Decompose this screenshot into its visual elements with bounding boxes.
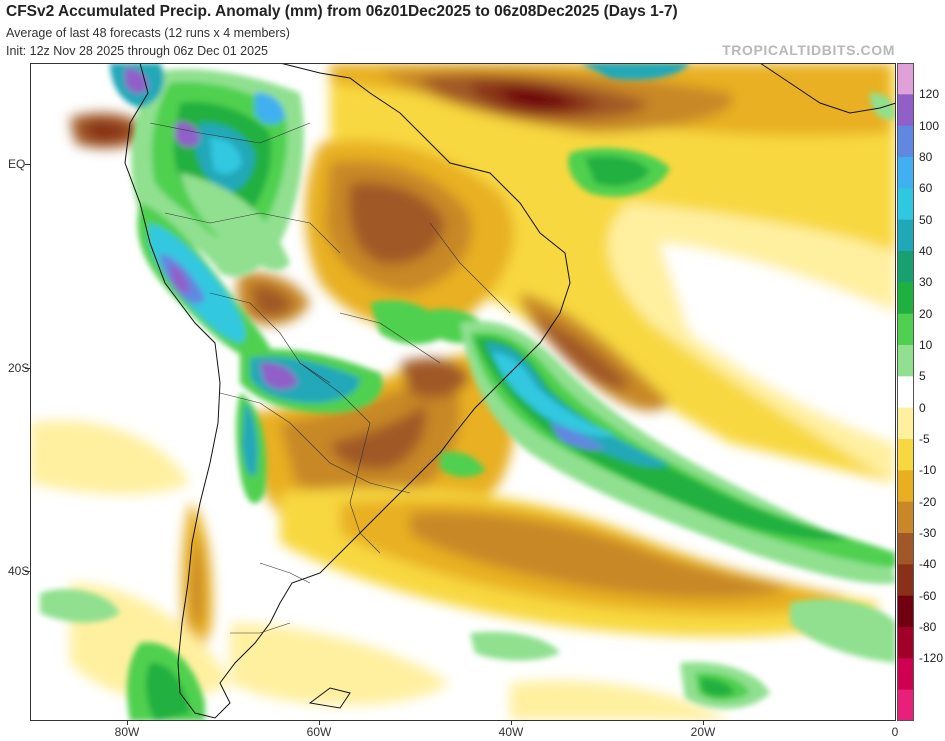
map-title: CFSv2 Accumulated Precip. Anomaly (mm) f… — [6, 3, 678, 20]
colorbar-label: 30 — [919, 275, 933, 290]
colorbar-swatch — [897, 94, 914, 127]
colorbar-swatch — [897, 282, 914, 315]
colorbar-label: 20 — [919, 306, 933, 321]
lon-label-40w: 40W — [498, 725, 524, 739]
colorbar-label: 0 — [919, 400, 926, 415]
coastlines — [124, 63, 896, 719]
colorbar-swatch — [897, 501, 914, 534]
colorbar-swatch — [897, 689, 914, 721]
lat-tick — [25, 571, 30, 572]
colorbar-label: 60 — [919, 181, 933, 196]
colorbar-swatch — [897, 219, 914, 252]
brand-watermark: TROPICALTIDBITS.COM — [722, 42, 895, 58]
init-time-subtitle: Init: 12z Nov 28 2025 through 06z Dec 01… — [6, 44, 268, 58]
colorbar-label: -10 — [919, 463, 937, 478]
precip-anomaly-map — [30, 63, 896, 721]
colorbar-label: 80 — [919, 150, 933, 164]
colorbar — [897, 63, 914, 721]
colorbar-swatch — [897, 63, 914, 95]
colorbar-label: -20 — [919, 494, 937, 509]
wet-anomaly-fields — [40, 63, 896, 721]
colorbar-label: 100 — [919, 118, 940, 133]
colorbar-swatch — [897, 157, 914, 189]
colorbar-label: -5 — [919, 432, 930, 446]
colorbar-swatch — [897, 595, 914, 628]
lat-label-40s: 40S — [8, 564, 30, 578]
lon-tick — [319, 721, 320, 725]
colorbar-label: 50 — [919, 212, 933, 227]
colorbar-swatch — [897, 188, 914, 221]
colorbar-swatch — [897, 439, 914, 471]
colorbar-label: 5 — [919, 369, 926, 384]
colorbar-swatch — [897, 251, 914, 283]
lon-tick — [511, 721, 512, 725]
colorbar-swatch — [897, 533, 914, 565]
colorbar-swatch — [897, 627, 914, 659]
lon-label-0: 0 — [891, 725, 899, 739]
colorbar-label: 10 — [919, 338, 933, 352]
colorbar-swatch — [897, 313, 914, 346]
colorbar-label: -80 — [919, 620, 937, 634]
colorbar-swatch — [897, 658, 914, 691]
colorbar-frame — [897, 63, 914, 721]
colorbar-label: 120 — [919, 87, 940, 102]
colorbar-label: -60 — [919, 588, 937, 603]
lon-tick — [127, 721, 128, 725]
colorbar-label: 40 — [919, 244, 933, 258]
lon-label-80w: 80W — [114, 725, 140, 739]
colorbar-swatch — [897, 125, 914, 158]
colorbar-swatch — [897, 345, 914, 377]
lon-label-60w: 60W — [306, 725, 332, 739]
political-borders — [149, 122, 511, 634]
colorbar-swatch — [897, 564, 914, 597]
colorbar-label: -40 — [919, 557, 937, 572]
lon-tick — [703, 721, 704, 725]
lat-tick — [25, 164, 30, 165]
lat-label-eq: EQ — [8, 157, 26, 171]
colorbar-label: -30 — [919, 526, 937, 540]
forecast-average-subtitle: Average of last 48 forecasts (12 runs x … — [6, 26, 290, 40]
lat-tick — [25, 368, 30, 369]
lon-label-20w: 20W — [690, 725, 716, 739]
colorbar-swatch — [897, 376, 914, 409]
lat-label-20s: 20S — [8, 361, 30, 375]
colorbar-label: -120 — [919, 651, 944, 666]
colorbar-swatch — [897, 470, 914, 503]
colorbar-swatch — [897, 407, 914, 440]
